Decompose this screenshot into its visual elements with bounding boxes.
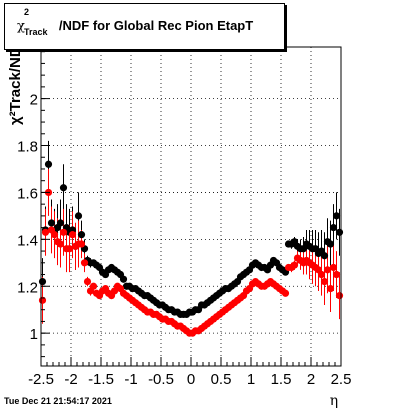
data-point-black — [56, 219, 65, 227]
data-point-red — [68, 231, 77, 239]
error-bar-layer — [42, 140, 340, 324]
x-axis-label: η — [330, 393, 338, 409]
data-point-black — [44, 160, 53, 168]
point-layer — [38, 160, 344, 337]
data-point-red — [50, 231, 59, 239]
y-tick-label: 1.4 — [17, 232, 38, 249]
data-point-black — [326, 240, 335, 248]
tick-label-layer: -2.5 -2 -1.5 -1 -0.5 0 0.5 1 1.5 2 2.5 1 1.2 1.4 1.6 1.… — [17, 92, 351, 388]
data-point-red — [77, 240, 86, 248]
data-point-black — [38, 277, 47, 286]
data-point-red — [329, 263, 338, 272]
title-subscript: Track — [24, 27, 48, 37]
y-tick-label: 2 — [30, 92, 38, 109]
title-box: χ 2 Track/NDF for Global Rec Pion EtapT — [4, 3, 285, 50]
data-point-red — [41, 228, 50, 236]
grid-layer — [40, 47, 342, 366]
x-tick-label: 2 — [307, 371, 315, 388]
x-tick-label: -0.5 — [148, 371, 174, 388]
data-point-black — [329, 224, 338, 232]
data-point-red — [89, 282, 98, 290]
x-tick-label: -2.5 — [28, 371, 54, 388]
title-superscript: 2 — [24, 7, 30, 17]
data-point-red — [335, 292, 344, 300]
data-point-black — [47, 219, 56, 227]
data-point-red — [320, 277, 329, 286]
data-point-black — [59, 184, 68, 192]
x-tick-label: 0.5 — [211, 371, 232, 388]
data-point-red — [323, 266, 332, 274]
x-tick-label: -2 — [64, 371, 77, 388]
data-point-red — [83, 277, 92, 286]
data-point-red — [317, 270, 326, 279]
y-tick-label: 1 — [30, 326, 38, 343]
data-point-red — [290, 261, 299, 269]
data-point-black — [335, 228, 344, 236]
data-point-red — [65, 245, 74, 253]
x-tick-label: -1.5 — [88, 371, 114, 388]
y-tick-label: 1.2 — [17, 279, 38, 296]
timestamp: Tue Dec 21 21:54:17 2021 — [4, 396, 112, 406]
y-tick-label: 1.8 — [17, 139, 38, 156]
x-tick-label: -1 — [124, 371, 137, 388]
data-point-red — [281, 289, 290, 297]
plot-frame — [40, 46, 342, 367]
chart-title: χ 2 Track/NDF for Global Rec Pion EtapT — [17, 7, 254, 37]
data-point-red — [332, 270, 341, 279]
tick-layer — [40, 51, 342, 366]
data-point-red — [56, 240, 65, 248]
data-point-black — [77, 231, 86, 239]
data-point-black — [119, 275, 128, 283]
y-axis-label: χ²Track/NDF — [7, 37, 24, 125]
data-point-black — [320, 252, 329, 260]
x-tick-label: 0 — [187, 371, 195, 388]
title-chi-symbol: χ — [17, 19, 25, 34]
x-tick-label: 1.5 — [271, 371, 292, 388]
title-rest: /NDF for Global Rec Pion EtapT — [58, 18, 254, 33]
y-tick-label: 1.6 — [17, 185, 38, 202]
data-point-black — [74, 212, 83, 220]
data-point-red — [326, 284, 335, 293]
data-point-red — [59, 228, 68, 236]
data-point-black — [332, 212, 341, 220]
x-tick-label: 2.5 — [331, 371, 352, 388]
data-point-red — [80, 259, 89, 267]
x-tick-label: 1 — [247, 371, 255, 388]
